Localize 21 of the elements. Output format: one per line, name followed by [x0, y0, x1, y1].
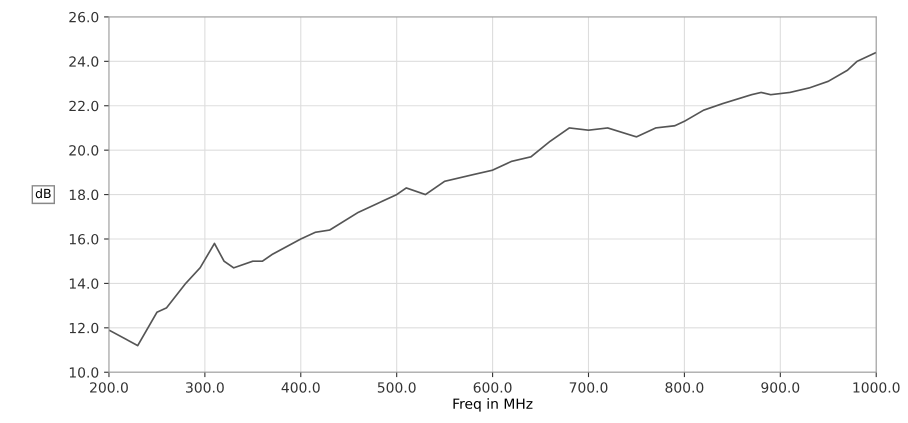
x-tick-label: 300.0 [186, 382, 224, 393]
y-tick-label: 16.0 [70, 234, 98, 244]
x-tick-label: 1000.0 [853, 382, 900, 393]
x-axis-title: Freq in MHz [453, 398, 532, 412]
x-tick-label: 600.0 [474, 382, 512, 393]
y-tick-label: 22.0 [69, 100, 98, 112]
line-series [108, 52, 876, 346]
y-tick-label: 18.0 [70, 190, 98, 200]
y-tick-label: 26.0 [69, 12, 98, 22]
x-tick-label: 200.0 [90, 382, 128, 393]
x-tick-label: 700.0 [570, 382, 608, 393]
y-tick-label: 10.0 [70, 367, 98, 378]
y-tick-label: 12.0 [70, 322, 98, 334]
x-tick-label: 500.0 [378, 382, 416, 393]
x-tick-label: 400.0 [282, 382, 320, 393]
y-tick-label: 14.0 [70, 278, 98, 289]
y-tick-label: 24.0 [69, 56, 98, 67]
y-axis-title: dB [36, 188, 51, 198]
x-tick-label: 900.0 [761, 382, 800, 393]
x-tick-label: 800.0 [665, 382, 704, 393]
y-tick-label: 20.0 [69, 145, 98, 156]
